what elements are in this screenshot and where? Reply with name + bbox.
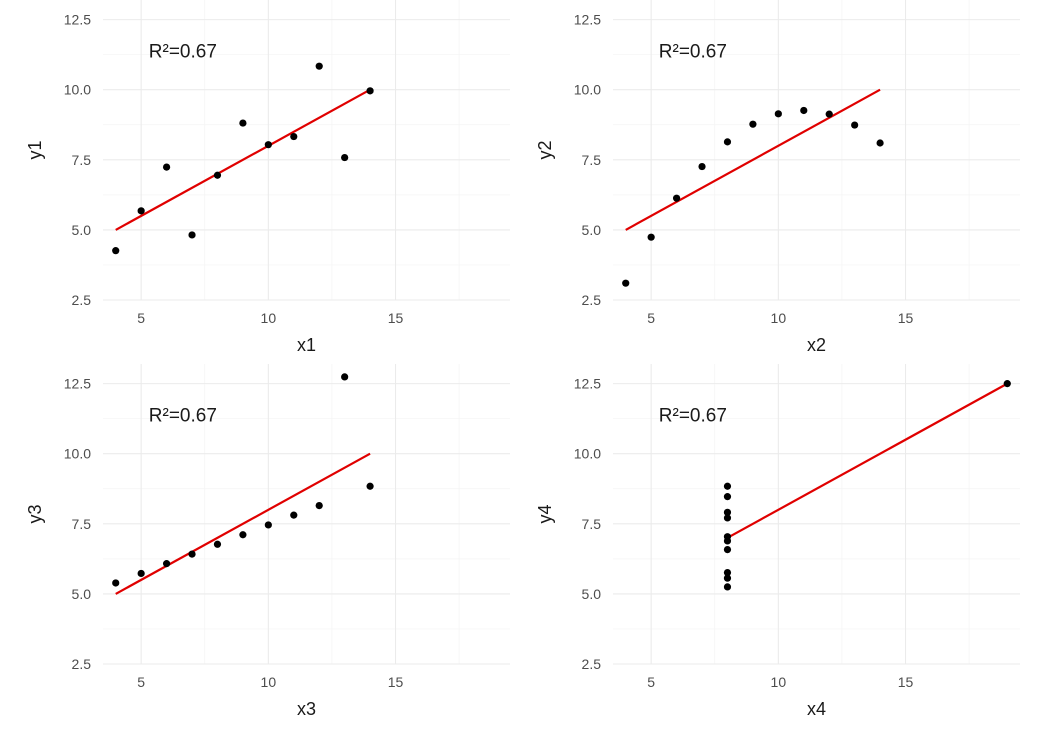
r-squared-annotation: R²=0.67: [149, 41, 217, 62]
data-point: [622, 279, 630, 287]
x-tick-label: 5: [647, 674, 655, 690]
x-tick-label: 5: [137, 674, 145, 690]
data-point: [341, 153, 349, 162]
data-point: [137, 207, 145, 215]
x-axis-title: x2: [807, 335, 826, 355]
data-point: [723, 574, 732, 582]
data-point: [290, 132, 298, 141]
data-point: [723, 537, 732, 545]
data-point: [749, 120, 757, 128]
panel-bottom-right: 5 10 15 2.5 5.0 7.5 10.0 12.5 x4 y4 R²=0.67: [535, 364, 1020, 719]
y-tick-label: 2.5: [72, 292, 92, 308]
data-point: [264, 141, 272, 149]
r-squared-annotation: R²=0.67: [659, 41, 727, 62]
data-point: [647, 233, 655, 241]
data-point: [723, 493, 732, 501]
data-point: [774, 110, 782, 118]
y-tick-label: 5.0: [582, 222, 602, 238]
panel-top-left: 5 10 15 2.5 5.0 7.5 10.0 12.5 x1 y1 R²=0.67: [25, 0, 510, 355]
data-point: [239, 531, 247, 539]
y-tick-label: 10.0: [64, 82, 91, 98]
y-tick-label: 5.0: [72, 222, 92, 238]
x-tick-label: 15: [388, 310, 404, 326]
data-point: [723, 508, 732, 516]
data-point: [723, 138, 732, 146]
data-point: [137, 569, 145, 578]
x-tick-label: 10: [771, 674, 787, 690]
y-axis-title: y3: [25, 504, 45, 523]
x-tick-label: 15: [898, 674, 914, 690]
data-point: [162, 163, 171, 171]
y-tick-label: 7.5: [582, 516, 602, 532]
y-tick-label: 12.5: [64, 12, 91, 28]
regression-line: [726, 382, 1008, 539]
x-tick-label: 10: [771, 310, 787, 326]
data-point: [341, 373, 349, 381]
data-point: [698, 162, 706, 171]
x-tick-label: 10: [261, 310, 277, 326]
data-point: [723, 583, 732, 591]
x-tick-label: 15: [898, 310, 914, 326]
panel-top-right: 5 10 15 2.5 5.0 7.5 10.0 12.5 x2 y2 R²=0.67: [535, 0, 1020, 355]
data-point: [162, 560, 171, 568]
data-point: [366, 87, 374, 95]
x-tick-label: 10: [261, 674, 277, 690]
regression-line: [625, 88, 881, 231]
data-point: [723, 514, 732, 522]
r-squared-annotation: R²=0.67: [149, 405, 217, 426]
x-axis-title: x4: [807, 699, 826, 719]
y-tick-label: 7.5: [582, 152, 602, 168]
x-tick-label: 15: [388, 674, 404, 690]
data-point: [672, 194, 681, 202]
data-point: [825, 110, 833, 118]
regression-line: [115, 452, 371, 595]
y-tick-label: 2.5: [582, 292, 602, 308]
data-point: [1003, 380, 1011, 388]
panel-bottom-left: 5 10 15 2.5 5.0 7.5 10.0 12.5 x3 y3 R²=0.67: [25, 364, 510, 719]
data-point: [800, 106, 808, 115]
y-tick-label: 7.5: [72, 516, 92, 532]
grid: [613, 0, 1020, 301]
y-tick-label: 10.0: [574, 82, 601, 98]
regression-line: [115, 88, 371, 231]
y-tick-label: 5.0: [72, 586, 92, 602]
y-axis-title: y1: [25, 140, 45, 159]
x-tick-label: 5: [137, 310, 145, 326]
x-axis-title: x3: [297, 699, 316, 719]
data-point: [213, 540, 222, 548]
data-point: [264, 521, 272, 529]
data-point: [213, 171, 222, 179]
data-point: [876, 139, 884, 147]
grid: [613, 364, 1020, 665]
y-tick-label: 12.5: [574, 12, 601, 28]
data-point: [290, 511, 298, 519]
data-point: [315, 501, 323, 510]
data-point: [188, 550, 196, 558]
y-tick-label: 7.5: [72, 152, 92, 168]
data-point: [112, 247, 120, 255]
data-point: [723, 546, 732, 554]
data-point: [723, 482, 732, 490]
grid: [103, 364, 510, 665]
data-point: [723, 568, 732, 577]
data-point: [112, 579, 120, 587]
y-tick-label: 2.5: [72, 656, 92, 672]
y-tick-label: 12.5: [64, 376, 91, 392]
data-point: [239, 119, 247, 127]
y-tick-label: 10.0: [64, 446, 91, 462]
data-point: [366, 482, 374, 490]
r-squared-annotation: R²=0.67: [659, 405, 727, 426]
y-axis-title: y4: [535, 504, 555, 523]
y-tick-label: 12.5: [574, 376, 601, 392]
y-tick-label: 10.0: [574, 446, 601, 462]
y-tick-label: 2.5: [582, 656, 602, 672]
data-point: [188, 231, 196, 239]
y-axis-title: y2: [535, 140, 555, 159]
y-tick-label: 5.0: [582, 586, 602, 602]
x-tick-label: 5: [647, 310, 655, 326]
data-point: [315, 62, 323, 70]
x-axis-title: x1: [297, 335, 316, 355]
data-point: [851, 121, 859, 129]
